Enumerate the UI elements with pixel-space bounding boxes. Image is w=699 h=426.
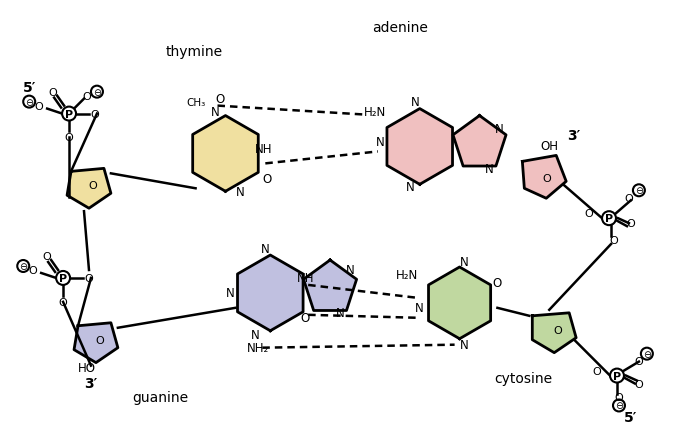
Polygon shape — [533, 313, 576, 353]
Text: N: N — [211, 106, 220, 119]
Text: O: O — [635, 356, 643, 366]
Text: O: O — [59, 297, 68, 307]
Text: O: O — [626, 219, 635, 229]
Text: O: O — [635, 379, 643, 389]
Text: N: N — [251, 328, 260, 341]
Text: NH: NH — [296, 272, 314, 285]
Text: O: O — [43, 251, 52, 262]
Polygon shape — [387, 109, 452, 185]
Text: N: N — [485, 162, 494, 176]
Text: O: O — [593, 366, 601, 376]
Polygon shape — [428, 268, 491, 339]
Text: NH₂: NH₂ — [247, 341, 270, 354]
Text: N: N — [226, 287, 235, 299]
Text: N: N — [460, 338, 469, 351]
Text: O: O — [301, 311, 310, 325]
Text: P: P — [605, 214, 613, 224]
Text: O: O — [85, 273, 94, 283]
Text: O: O — [493, 277, 502, 290]
Text: P: P — [59, 273, 67, 283]
Circle shape — [62, 107, 76, 121]
Polygon shape — [238, 256, 303, 331]
Text: 5′: 5′ — [22, 81, 36, 95]
Text: ⊖: ⊖ — [635, 186, 643, 196]
Text: P: P — [613, 371, 621, 381]
Text: N: N — [336, 307, 345, 320]
Text: H₂N: H₂N — [363, 106, 386, 119]
Text: N: N — [345, 264, 354, 277]
Circle shape — [91, 86, 103, 98]
Text: O: O — [35, 101, 43, 111]
Text: N: N — [405, 180, 414, 193]
Text: N: N — [375, 135, 384, 149]
Text: O: O — [91, 109, 99, 119]
Text: O: O — [610, 236, 619, 245]
Text: H₂N: H₂N — [396, 269, 418, 282]
Text: O: O — [29, 265, 38, 275]
Text: thymine: thymine — [166, 45, 223, 59]
Text: ⊖: ⊖ — [643, 349, 651, 359]
Circle shape — [602, 212, 616, 226]
Text: O: O — [89, 181, 97, 191]
Circle shape — [613, 400, 625, 412]
Text: NH: NH — [254, 143, 272, 155]
Text: 5′: 5′ — [624, 411, 637, 424]
Text: adenine: adenine — [372, 21, 428, 35]
Circle shape — [633, 185, 645, 197]
Polygon shape — [453, 116, 506, 167]
Polygon shape — [522, 156, 566, 199]
Circle shape — [23, 96, 35, 108]
Text: OH: OH — [540, 140, 559, 153]
Circle shape — [641, 348, 653, 360]
Circle shape — [610, 369, 624, 383]
Text: cytosine: cytosine — [494, 371, 553, 385]
Text: ⊖: ⊖ — [93, 87, 101, 98]
Text: O: O — [625, 194, 633, 204]
Text: O: O — [614, 393, 624, 403]
Polygon shape — [303, 260, 356, 311]
Polygon shape — [74, 323, 118, 363]
Text: ⊖: ⊖ — [615, 400, 623, 411]
Text: N: N — [415, 302, 424, 314]
Text: O: O — [96, 335, 104, 345]
Text: N: N — [495, 123, 504, 136]
Text: CH₃: CH₃ — [186, 98, 206, 107]
Polygon shape — [67, 169, 111, 209]
Text: 3′: 3′ — [568, 129, 581, 143]
Text: N: N — [261, 242, 270, 255]
Text: HO: HO — [78, 361, 96, 374]
Text: O: O — [542, 174, 551, 184]
Polygon shape — [193, 116, 258, 192]
Text: N: N — [236, 185, 245, 199]
Text: O: O — [585, 209, 593, 219]
Text: O: O — [82, 92, 92, 101]
Text: ⊖: ⊖ — [25, 98, 34, 107]
Text: O: O — [263, 173, 272, 185]
Text: P: P — [65, 109, 73, 119]
Text: O: O — [216, 93, 225, 106]
Text: N: N — [460, 255, 469, 268]
Text: O: O — [65, 133, 73, 143]
Text: O: O — [49, 87, 57, 98]
Circle shape — [17, 260, 29, 272]
Circle shape — [56, 271, 70, 285]
Text: O: O — [554, 325, 563, 335]
Text: guanine: guanine — [133, 391, 189, 405]
Text: ⊖: ⊖ — [19, 262, 27, 271]
Text: N: N — [410, 96, 419, 109]
Text: 3′: 3′ — [85, 376, 98, 390]
